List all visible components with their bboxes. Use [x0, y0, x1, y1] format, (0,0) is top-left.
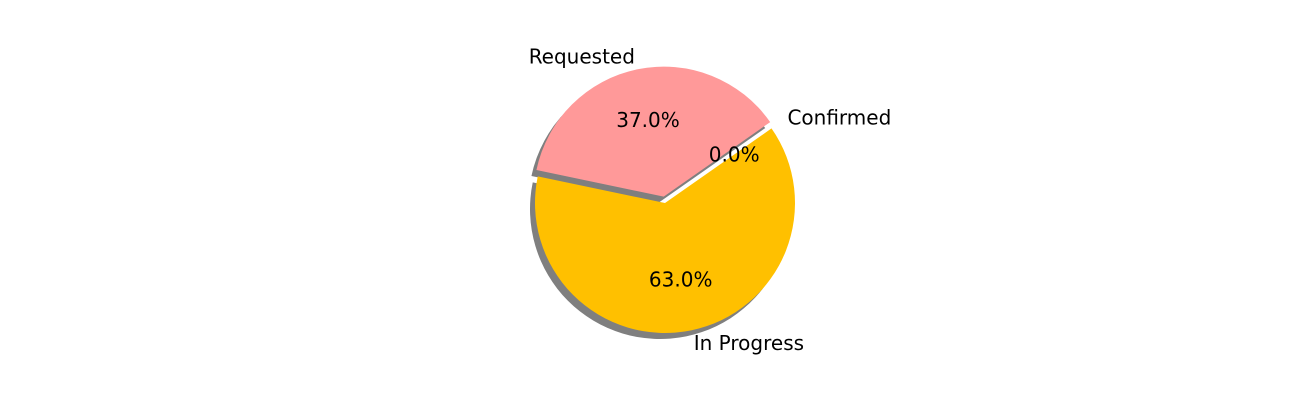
pie-slice-requested: [536, 66, 771, 197]
pie-slice-confirmed: [669, 124, 778, 200]
slice-label-requested: Requested: [529, 45, 635, 69]
pct-label-confirmed: 0.0%: [709, 143, 760, 167]
slice-label-confirmed: Confirmed: [787, 105, 891, 129]
pie-slice-in-progress: [535, 128, 795, 334]
pie-label-layer: Confirmed 0.0% Requested 37.0% In Progress 63…: [529, 45, 892, 356]
pie-slice-layer: [535, 66, 795, 334]
slice-label-in-progress: In Progress: [694, 331, 804, 355]
pct-label-in-progress: 63.0%: [649, 267, 713, 291]
pct-label-requested: 37.0%: [616, 108, 680, 132]
